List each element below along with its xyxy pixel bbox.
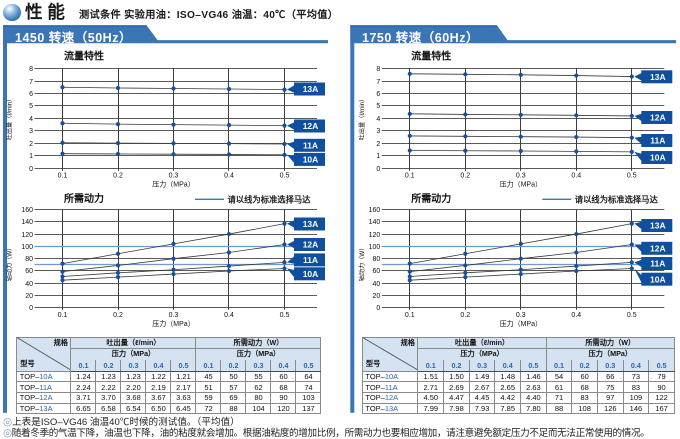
svg-text:所需动力: 所需动力 [64, 192, 104, 205]
svg-text:160: 160 [369, 207, 381, 214]
svg-text:160: 160 [21, 207, 33, 214]
svg-text:4: 4 [29, 116, 33, 123]
svg-text:压力（MPa）: 压力（MPa） [500, 180, 542, 189]
svg-text:请以线为标准选择马达: 请以线为标准选择马达 [228, 194, 312, 204]
svg-text:0.4: 0.4 [224, 312, 234, 319]
svg-text:8: 8 [29, 66, 33, 73]
svg-text:0.1: 0.1 [405, 173, 415, 180]
svg-text:0: 0 [29, 305, 33, 312]
svg-text:10A: 10A [650, 153, 666, 163]
svg-text:40: 40 [25, 281, 33, 288]
svg-text:12A: 12A [650, 243, 666, 253]
svg-text:3: 3 [29, 128, 33, 135]
svg-text:0.2: 0.2 [460, 173, 470, 180]
svg-text:0.1: 0.1 [58, 173, 68, 180]
svg-text:0.3: 0.3 [169, 312, 179, 319]
svg-text:0.1: 0.1 [405, 312, 415, 319]
svg-text:13A: 13A [303, 84, 319, 94]
svg-text:3: 3 [376, 128, 380, 135]
svg-text:12A: 12A [303, 240, 319, 250]
svg-text:140: 140 [21, 219, 33, 226]
svg-text:11A: 11A [303, 140, 318, 150]
svg-text:0.5: 0.5 [627, 312, 637, 319]
svg-text:0.5: 0.5 [627, 173, 637, 180]
svg-text:0.1: 0.1 [58, 312, 68, 319]
svg-text:吐出量（ℓ/min）: 吐出量（ℓ/min） [358, 96, 366, 141]
svg-text:0.4: 0.4 [224, 173, 234, 180]
svg-text:13A: 13A [303, 219, 319, 229]
svg-text:6: 6 [376, 91, 380, 98]
svg-text:吐出量（ℓ/min）: 吐出量（ℓ/min） [6, 96, 14, 141]
svg-text:10A: 10A [303, 269, 319, 279]
svg-text:压力（MPa）: 压力（MPa） [152, 319, 194, 328]
svg-text:12A: 12A [303, 121, 319, 131]
svg-text:80: 80 [373, 256, 381, 263]
svg-text:1: 1 [29, 153, 33, 160]
svg-text:轴动力（W）: 轴动力（W） [358, 245, 366, 282]
svg-text:4: 4 [376, 116, 380, 123]
svg-text:11A: 11A [303, 255, 318, 265]
svg-text:7: 7 [29, 79, 33, 86]
svg-text:120: 120 [21, 232, 33, 239]
svg-text:80: 80 [25, 256, 33, 263]
svg-text:压力（MPa）: 压力（MPa） [152, 180, 194, 189]
svg-text:0.2: 0.2 [460, 312, 470, 319]
svg-text:0.3: 0.3 [516, 312, 526, 319]
svg-text:0: 0 [376, 305, 380, 312]
svg-text:流量特性: 流量特性 [64, 50, 104, 63]
svg-text:2: 2 [376, 141, 380, 148]
svg-text:10A: 10A [303, 155, 319, 165]
svg-text:8: 8 [376, 66, 380, 73]
svg-text:流量特性: 流量特性 [411, 50, 451, 63]
svg-text:10A: 10A [650, 274, 666, 284]
svg-text:0.2: 0.2 [113, 173, 123, 180]
svg-text:7: 7 [376, 79, 380, 86]
svg-text:压力（MPa）: 压力（MPa） [500, 319, 542, 328]
svg-text:140: 140 [369, 219, 381, 226]
svg-text:20: 20 [25, 293, 33, 300]
svg-text:2: 2 [29, 141, 33, 148]
svg-text:120: 120 [369, 232, 381, 239]
svg-text:0.5: 0.5 [280, 173, 290, 180]
svg-text:0.2: 0.2 [113, 312, 123, 319]
svg-text:所需动力: 所需动力 [411, 192, 451, 205]
svg-text:0.3: 0.3 [169, 173, 179, 180]
svg-text:20: 20 [373, 293, 381, 300]
svg-text:60: 60 [373, 268, 381, 275]
svg-text:轴动力（W）: 轴动力（W） [6, 245, 14, 282]
svg-text:11A: 11A [650, 259, 665, 269]
svg-text:60: 60 [25, 268, 33, 275]
svg-text:5: 5 [29, 103, 33, 110]
svg-text:0.4: 0.4 [571, 173, 581, 180]
svg-text:6: 6 [29, 91, 33, 98]
svg-text:0.3: 0.3 [516, 173, 526, 180]
svg-text:100: 100 [369, 244, 381, 251]
svg-text:0.5: 0.5 [280, 312, 290, 319]
svg-text:5: 5 [376, 103, 380, 110]
svg-text:40: 40 [373, 281, 381, 288]
svg-text:13A: 13A [650, 72, 666, 82]
svg-text:请以线为标准选择马达: 请以线为标准选择马达 [575, 194, 659, 204]
svg-text:13A: 13A [650, 221, 666, 231]
svg-text:100: 100 [21, 244, 33, 251]
svg-text:0: 0 [376, 166, 380, 173]
svg-text:0.4: 0.4 [571, 312, 581, 319]
svg-text:11A: 11A [650, 136, 665, 146]
svg-text:1: 1 [376, 153, 380, 160]
svg-text:0: 0 [29, 166, 33, 173]
svg-text:12A: 12A [650, 113, 666, 123]
